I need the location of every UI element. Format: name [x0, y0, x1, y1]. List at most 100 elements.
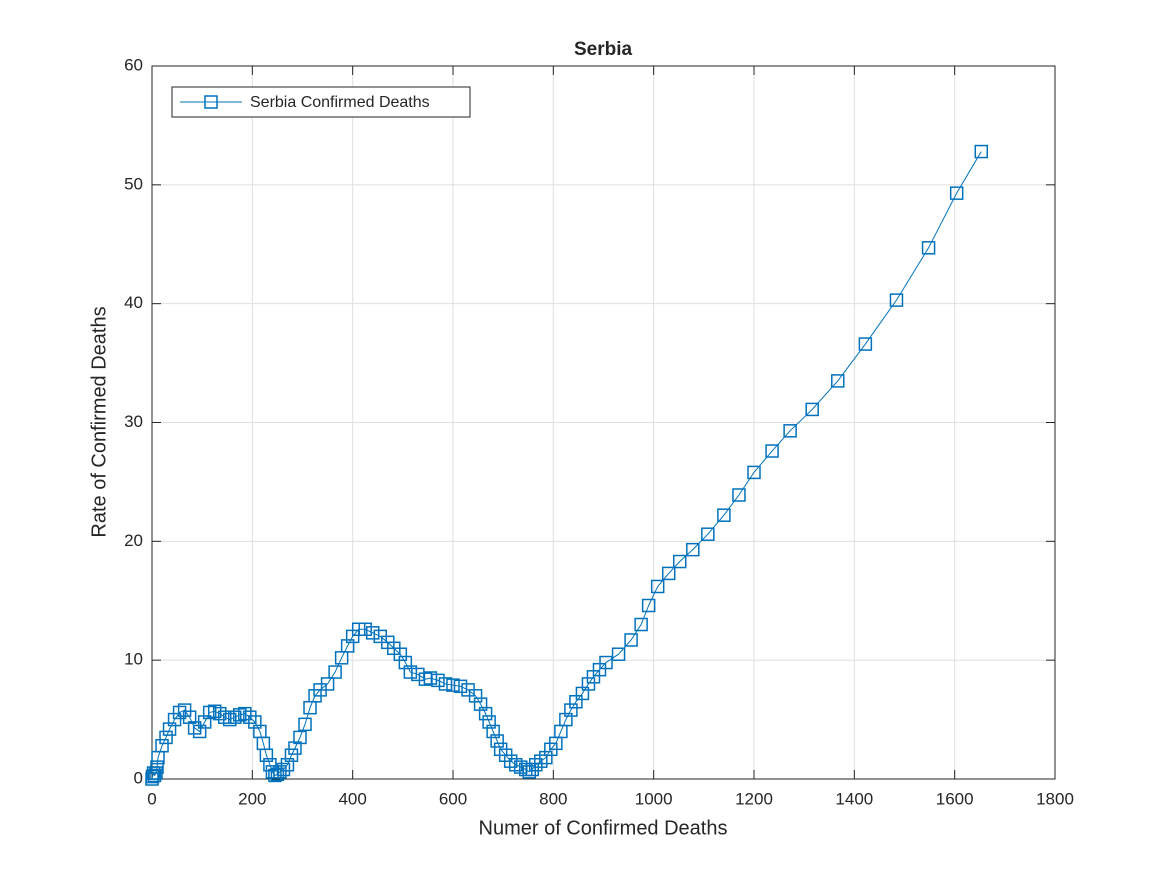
y-tick-label: 60 [124, 55, 143, 74]
data-marker [641, 598, 656, 613]
data-marker [446, 678, 460, 692]
data-marker [482, 715, 496, 729]
data-marker [765, 444, 779, 458]
data-marker [263, 757, 277, 772]
x-tick-label: 0 [147, 789, 156, 808]
data-marker [486, 724, 500, 739]
legend: Serbia Confirmed Deaths [171, 86, 471, 118]
data-marker [159, 730, 173, 745]
data-marker [611, 647, 626, 661]
data-marker [423, 671, 438, 685]
data-marker [473, 697, 488, 711]
x-tick-label: 600 [439, 789, 467, 808]
data-marker [559, 712, 573, 727]
data-marker [248, 715, 262, 729]
data-marker [238, 706, 252, 721]
data-marker [732, 488, 746, 502]
data-marker [365, 626, 380, 640]
data-marker [197, 715, 212, 729]
x-axis-label: Numer of Confirmed Deaths [479, 817, 728, 839]
data-marker [276, 762, 291, 777]
data-marker [889, 293, 904, 307]
data-marker [298, 717, 312, 732]
data-marker [358, 622, 372, 637]
plot-frame [151, 65, 1056, 780]
y-tick-label: 50 [124, 174, 143, 193]
data-marker [831, 374, 845, 388]
data-marker [478, 706, 493, 721]
data-marker [525, 762, 540, 777]
x-tick-label: 1200 [735, 789, 773, 808]
data-marker [534, 754, 548, 768]
data-marker [581, 677, 596, 691]
data-marker [661, 566, 676, 581]
data-marker [403, 665, 418, 679]
data-marker [398, 655, 413, 670]
x-tick-label: 1600 [936, 789, 974, 808]
data-marker [650, 579, 665, 594]
data-marker [438, 677, 453, 691]
x-tick-label: 1400 [835, 789, 873, 808]
data-marker [265, 765, 280, 779]
legend-marker [204, 95, 218, 109]
y-tick-label: 0 [134, 768, 143, 787]
x-tick-label: 1000 [635, 789, 673, 808]
data-line [151, 151, 982, 780]
x-tick-label: 200 [238, 789, 266, 808]
data-marker [805, 402, 819, 417]
data-marker [431, 673, 445, 688]
data-marker [529, 757, 543, 772]
data-marker [599, 655, 613, 670]
x-tick-label: 400 [338, 789, 366, 808]
data-marker [490, 734, 504, 748]
y-tick-label: 10 [124, 650, 143, 669]
data-marker [155, 738, 169, 753]
data-marker [233, 708, 247, 722]
x-tick-label: 800 [539, 789, 567, 808]
data-marker [949, 186, 964, 200]
data-marker [974, 144, 989, 159]
data-marker [783, 424, 797, 438]
data-marker [145, 769, 160, 784]
data-marker [182, 710, 197, 724]
data-marker [217, 710, 232, 724]
data-marker [288, 741, 302, 755]
y-tick-label: 20 [124, 531, 143, 550]
data-marker [921, 241, 936, 255]
data-marker [273, 765, 287, 779]
data-marker [243, 710, 257, 724]
data-marker [508, 757, 523, 772]
data-marker [147, 768, 162, 783]
data-marker [280, 757, 295, 772]
data-marker [150, 760, 164, 774]
data-marker [468, 689, 483, 703]
data-marker [192, 724, 207, 739]
data-marker [172, 705, 187, 720]
x-tick-label: 1800 [1036, 789, 1074, 808]
y-tick-label: 30 [124, 412, 143, 431]
legend-label: Serbia Confirmed Deaths [250, 94, 430, 111]
data-marker [223, 712, 237, 727]
data-marker [747, 465, 761, 480]
data-marker [340, 639, 355, 653]
data-marker [284, 748, 299, 762]
data-marker [453, 679, 468, 694]
data-marker [167, 712, 182, 727]
data-marker [624, 633, 638, 647]
data-marker [228, 710, 242, 724]
data-marker [701, 527, 715, 541]
data-marker [328, 665, 342, 679]
data-marker [259, 748, 274, 762]
data-marker [162, 722, 177, 736]
y-axis-label: Rate of Confirmed Deaths [88, 306, 110, 537]
data-marker [177, 703, 192, 717]
data-marker [858, 337, 873, 351]
data-marker [564, 703, 578, 717]
data-marker [393, 647, 408, 661]
data-marker [673, 554, 687, 569]
y-tick-label: 40 [124, 293, 143, 312]
data-marker [686, 542, 700, 557]
data-marker [717, 508, 731, 522]
chart-title: Serbia [574, 39, 633, 60]
